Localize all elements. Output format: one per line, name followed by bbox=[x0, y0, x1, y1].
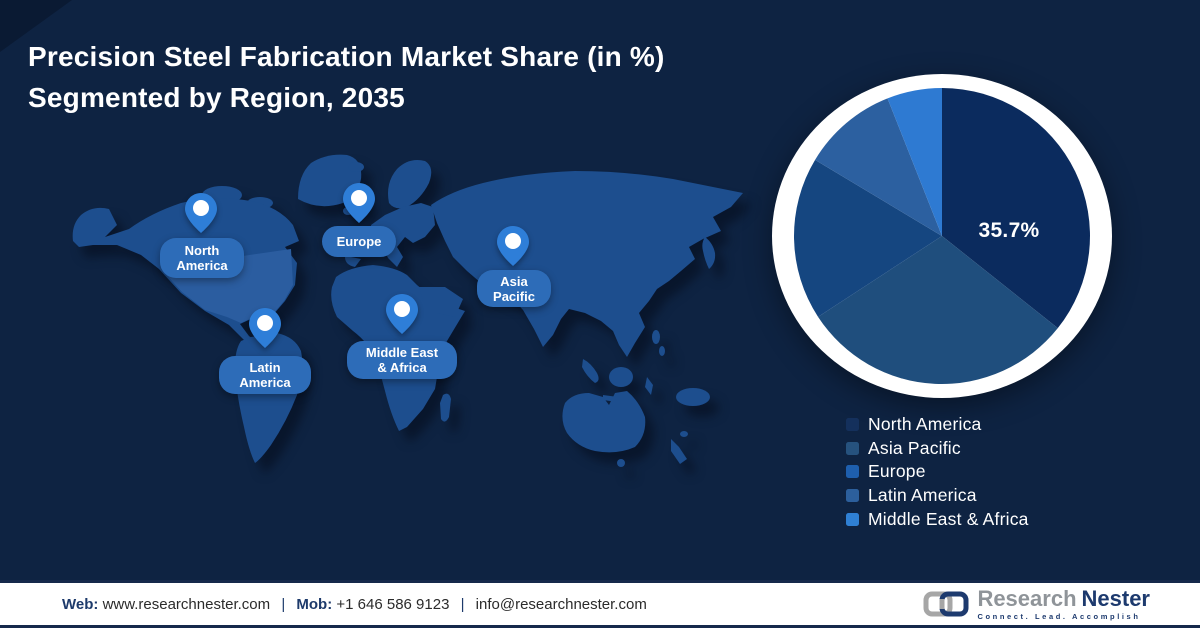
corner-accent-shape bbox=[0, 0, 72, 52]
island-philippines bbox=[652, 330, 660, 344]
footer-bar: Web: www.researchnester.com | Mob: +1 64… bbox=[0, 580, 1200, 628]
map-label-text: America bbox=[176, 258, 228, 273]
continent-asia bbox=[431, 171, 743, 357]
page-title: Precision Steel Fabrication Market Share… bbox=[28, 36, 664, 118]
title-line-2: Segmented by Region, 2035 bbox=[28, 82, 405, 113]
legend-swatch bbox=[846, 441, 859, 455]
legend-label: North America bbox=[868, 414, 982, 435]
island-japan bbox=[702, 237, 716, 269]
map-label-text: Europe bbox=[336, 234, 382, 249]
map-label-text: Latin bbox=[249, 360, 281, 375]
research-nester-logo: Research Nester Connect. Lead. Accomplish bbox=[923, 587, 1150, 621]
location-pin-icon bbox=[343, 183, 375, 223]
region-arabia bbox=[419, 287, 463, 317]
legend-item-middle-east-africa: Middle East & Africa bbox=[846, 507, 1029, 531]
legend-swatch bbox=[846, 418, 859, 432]
pie-slice-asia-pacific bbox=[818, 236, 1058, 384]
logo-tagline: Connect. Lead. Accomplish bbox=[977, 611, 1141, 621]
map-label-text: & Africa bbox=[377, 360, 427, 375]
legend-item-europe: Europe bbox=[846, 460, 1029, 484]
region-scandinavia bbox=[388, 160, 432, 209]
footer-mob-number: +1 646 586 9123 bbox=[336, 595, 450, 613]
island-new-zealand bbox=[680, 431, 688, 437]
legend-label: Europe bbox=[868, 461, 926, 482]
pie-slice-middle-east-africa bbox=[887, 88, 942, 236]
location-pin-icon bbox=[249, 308, 281, 348]
map-label-text: North bbox=[184, 243, 220, 258]
map-label-europe: Europe bbox=[322, 226, 396, 257]
map-pin-latin-america bbox=[249, 308, 281, 348]
continent-australia bbox=[562, 391, 646, 453]
island-philippines bbox=[659, 346, 665, 356]
pie-data-label: 35.7% bbox=[978, 219, 1040, 242]
pie-slice-europe bbox=[794, 159, 942, 317]
pie-slices bbox=[794, 88, 1090, 384]
island-borneo bbox=[609, 367, 633, 387]
pie-chart-svg bbox=[772, 74, 1112, 398]
map-label-north-america: North America bbox=[160, 238, 244, 278]
legend-label: Middle East & Africa bbox=[868, 508, 1029, 529]
map-pin-middle-east-africa bbox=[386, 294, 418, 334]
footer-mob-label: Mob: bbox=[296, 595, 333, 613]
map-label-text: Middle East bbox=[365, 345, 439, 360]
pie-chart: 35.7% bbox=[772, 74, 1112, 398]
continent-south-america bbox=[234, 333, 303, 463]
location-pin-icon bbox=[185, 193, 217, 233]
location-pin-icon bbox=[497, 226, 529, 266]
logo-name: Research Nester bbox=[977, 585, 1150, 611]
map-pin-europe bbox=[343, 183, 375, 223]
legend-item-north-america: North America bbox=[846, 413, 1029, 437]
chain-link-logo-icon bbox=[923, 591, 969, 617]
location-pin-icon bbox=[386, 294, 418, 334]
footer-web-url: www.researchnester.com bbox=[102, 595, 271, 613]
legend-label: Latin America bbox=[868, 485, 977, 506]
legend-item-latin-america: Latin America bbox=[846, 484, 1029, 508]
legend-item-asia-pacific: Asia Pacific bbox=[846, 437, 1029, 461]
legend: North America Asia Pacific Europe Latin … bbox=[846, 413, 1029, 531]
island-sulawesi bbox=[645, 377, 653, 395]
map-label-text: Asia bbox=[500, 273, 528, 289]
legend-swatch bbox=[846, 465, 859, 479]
footer-email: info@researchnester.com bbox=[475, 595, 647, 613]
footer-web-label: Web: bbox=[62, 595, 99, 613]
footer-divider: | bbox=[460, 595, 465, 613]
pie-slice-north-america bbox=[942, 88, 1090, 329]
logo-text: Research Nester Connect. Lead. Accomplish bbox=[977, 585, 1150, 621]
title-line-1: Precision Steel Fabrication Market Share… bbox=[28, 41, 665, 72]
island-new-guinea bbox=[676, 388, 710, 406]
island-sumatra bbox=[582, 359, 599, 383]
map-label-text: Pacific bbox=[493, 288, 535, 304]
island-new-zealand bbox=[671, 439, 687, 464]
footer-contact-info: Web: www.researchnester.com | Mob: +1 64… bbox=[62, 596, 647, 613]
map-label-middle-east-africa: Middle East & Africa bbox=[347, 341, 457, 379]
legend-swatch bbox=[846, 489, 859, 503]
map-label-latin-america: Latin America bbox=[219, 356, 311, 394]
map-label-asia-pacific: Asia Pacific bbox=[477, 270, 551, 307]
map-label-text: America bbox=[239, 375, 291, 390]
logo-name-nester: Nester bbox=[1081, 585, 1150, 611]
logo-name-research: Research bbox=[977, 585, 1077, 611]
island-madagascar bbox=[440, 393, 451, 422]
map-pin-north-america bbox=[185, 193, 217, 233]
island-tasmania bbox=[617, 459, 625, 467]
pie-slice-latin-america bbox=[815, 98, 942, 236]
footer-divider: | bbox=[281, 595, 286, 613]
map-pin-asia-pacific bbox=[497, 226, 529, 266]
legend-swatch bbox=[846, 512, 859, 526]
legend-label: Asia Pacific bbox=[868, 437, 961, 458]
island-iceland bbox=[348, 162, 364, 172]
